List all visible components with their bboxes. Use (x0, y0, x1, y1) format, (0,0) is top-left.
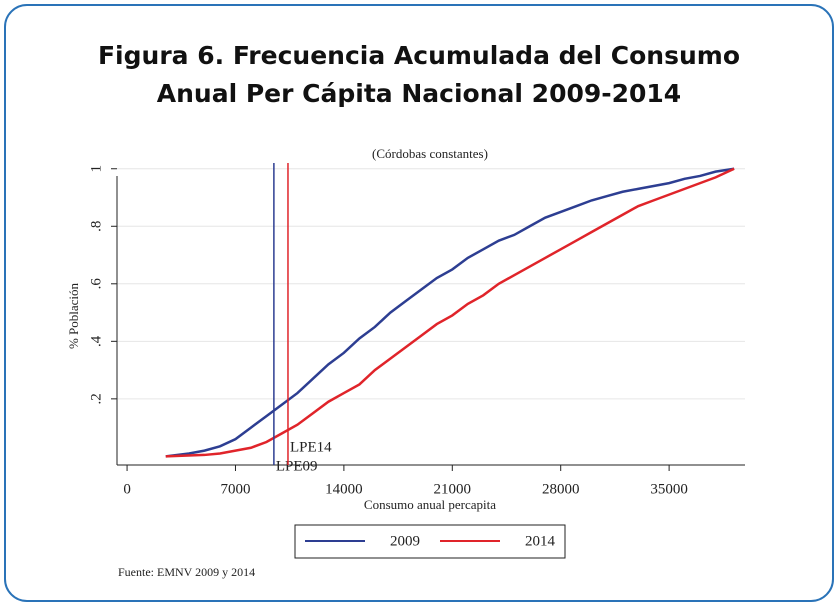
chart-title: Figura 6. Frecuencia Acumulada del Consu… (98, 41, 740, 70)
y-axis-label: % Población (66, 282, 81, 349)
reference-label: LPE14 (290, 439, 332, 455)
x-tick-label: 21000 (434, 481, 472, 497)
x-tick-label: 35000 (650, 481, 688, 497)
chart-title: Anual Per Cápita Nacional 2009-2014 (157, 79, 681, 108)
series-line (165, 167, 735, 458)
x-tick-label: 14000 (325, 481, 363, 497)
reference-label: LPE09 (276, 458, 318, 474)
subtitle: (Córdobas constantes) (372, 146, 488, 161)
y-tick-label: .6 (88, 278, 104, 290)
y-tick-label: 1 (88, 165, 104, 173)
legend-label: 2009 (390, 533, 420, 549)
x-tick-label: 0 (123, 481, 131, 497)
x-axis-label: Consumo anual percapita (364, 497, 496, 512)
y-tick-label: .4 (88, 335, 104, 347)
y-tick-label: .2 (88, 393, 104, 404)
series-line (165, 167, 735, 458)
legend-label: 2014 (525, 533, 556, 549)
x-tick-label: 7000 (220, 481, 250, 497)
x-tick-label: 28000 (542, 481, 580, 497)
y-tick-label: .8 (88, 221, 104, 232)
frame (4, 4, 834, 602)
note: Fuente: EMNV 2009 y 2014 (118, 565, 255, 579)
